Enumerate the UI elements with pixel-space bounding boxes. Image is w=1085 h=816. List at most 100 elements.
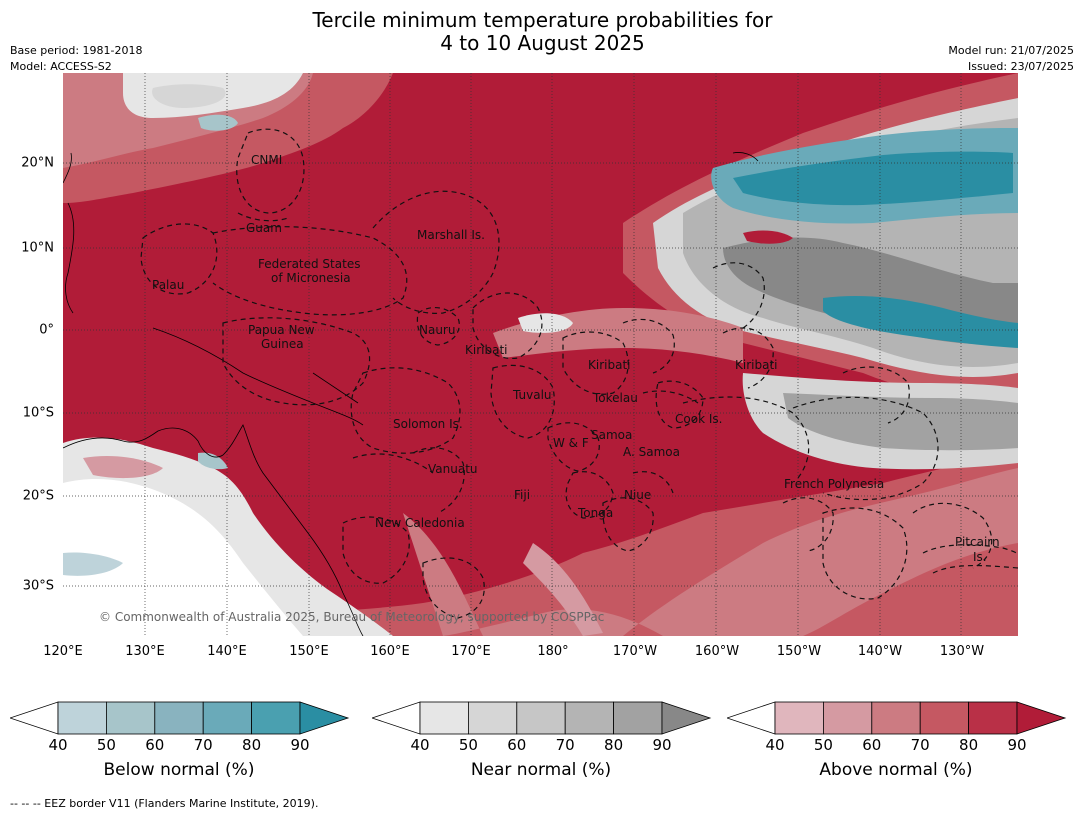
lat-label-10n: 10°N [21, 240, 54, 256]
colorbar-tick-label: 60 [507, 736, 527, 754]
near-normal-se-core [783, 393, 1018, 451]
colorbar-high-extend [661, 701, 712, 735]
colorbar-low-extend [10, 701, 59, 735]
colorbar-tick-label: 60 [862, 736, 882, 754]
label-marshall: Marshall Is. [417, 228, 485, 242]
copyright-text: © Commonwealth of Australia 2025, Bureau… [99, 610, 604, 624]
label-solomon: Solomon Is. [393, 417, 463, 431]
label-kiribati-central: Kiribati [588, 358, 630, 372]
lon-label-120e: 120°E [43, 644, 83, 659]
colorbar-below-normal-label: Below normal (%) [103, 760, 255, 780]
label-tonga: Tonga [577, 506, 613, 520]
near-normal-equator-patch [518, 313, 573, 333]
lon-label-150w: 150°W [776, 644, 822, 659]
graticule [63, 73, 1018, 636]
above-normal-ne-patch [743, 230, 793, 244]
label-vanuatu: Vanuatu [428, 462, 478, 476]
colorbar-segment [419, 701, 469, 735]
label-niue: Niue [624, 488, 651, 502]
lon-label-180: 180° [537, 644, 569, 659]
colorbar-segment [564, 701, 614, 735]
lon-label-170w: 170°W [612, 644, 658, 659]
above-normal-40-patch [523, 543, 603, 636]
lon-label-140e: 140°E [207, 644, 247, 659]
colorbar-tick-label: 40 [765, 736, 785, 754]
label-guam: Guam [246, 221, 282, 235]
below-normal-australia-patch [63, 552, 123, 576]
lon-label-150e: 150°E [289, 644, 329, 659]
colorbar-segment [968, 701, 1018, 735]
colorbar-tick-label: 70 [555, 736, 575, 754]
label-pitcairn-2: Is. [973, 550, 987, 564]
issued-text: Issued: 23/07/2025 [967, 60, 1074, 73]
label-samoa: Samoa [591, 428, 632, 442]
label-palau: Palau [152, 278, 184, 292]
colorbar-tick-label: 50 [458, 736, 478, 754]
below-normal-nw-patch [198, 114, 238, 131]
colorbar-tick-label: 90 [652, 736, 672, 754]
eez-borders [140, 128, 1018, 619]
colorbar-segment [516, 701, 566, 735]
label-tokelau: Tokelau [592, 391, 638, 405]
label-asamoa: A. Samoa [623, 445, 680, 459]
colorbar-segment [919, 701, 969, 735]
lon-label-130e: 130°E [125, 644, 165, 659]
map-title-line1: Tercile minimum temperature probabilitie… [312, 8, 773, 32]
label-pitcairn-1: Pitcairn [955, 535, 1000, 549]
below-normal-gulf-patch [198, 452, 228, 470]
label-cnmi: CNMI [251, 153, 282, 167]
lon-label-160w: 160°W [694, 644, 740, 659]
colorbar-tick-label: 80 [604, 736, 624, 754]
colorbar-segment [57, 701, 107, 735]
label-png-1: Papua New [248, 323, 315, 337]
lat-label-30s: 30°S [22, 578, 54, 594]
model-run-text: Model run: 21/07/2025 [948, 44, 1074, 57]
lat-label-20n: 20°N [21, 155, 54, 171]
base-period-text: Base period: 1981-2018 [10, 44, 143, 57]
colorbar-tick-label: 50 [813, 736, 833, 754]
colorbar-segment [871, 701, 921, 735]
above-normal-north-australia-patch [83, 456, 163, 479]
lon-label-160e: 160°E [370, 644, 410, 659]
colorbar-tick-label: 40 [48, 736, 68, 754]
lon-label-130w: 130°W [939, 644, 985, 659]
label-fiji: Fiji [514, 488, 530, 502]
colorbar-above-normal-label: Above normal (%) [819, 760, 973, 780]
colorbar-segment [613, 701, 663, 735]
colorbar-low-extend [727, 701, 776, 735]
colorbar-high-extend [299, 701, 350, 735]
colorbar-tick-label: 80 [959, 736, 979, 754]
label-new-caledonia: New Caledonia [375, 516, 465, 530]
colorbar-tick-label: 60 [145, 736, 165, 754]
near-normal-nw-core [152, 84, 226, 108]
lon-label-170e: 170°E [451, 644, 491, 659]
lon-label-140w: 140°W [857, 644, 903, 659]
colorbar-segment [154, 701, 204, 735]
colorbar-below-normal [10, 701, 350, 735]
probability-map: CNMI Guam Marshall Is. Federated States … [63, 73, 1018, 636]
colorbar-tick-label: 70 [910, 736, 930, 754]
label-nauru: Nauru [419, 323, 455, 337]
colorbar-tick-label: 90 [1007, 736, 1027, 754]
map-title-line2: 4 to 10 August 2025 [440, 31, 645, 55]
label-tuvalu: Tuvalu [512, 388, 552, 402]
label-fsm-2: of Micronesia [271, 271, 351, 285]
colorbar-segment [468, 701, 518, 735]
model-text: Model: ACCESS-S2 [10, 60, 112, 73]
coastlines [63, 152, 759, 636]
colorbar-tick-label: 50 [96, 736, 116, 754]
label-french-polynesia: French Polynesia [784, 477, 884, 491]
label-kiribati-west: Kiribati [465, 343, 507, 357]
lat-label-10s: 10°S [22, 405, 54, 421]
label-wf: W & F [553, 436, 589, 450]
colorbar-near-normal [372, 701, 712, 735]
colorbar-segment [202, 701, 252, 735]
label-fsm-1: Federated States [258, 257, 360, 271]
colorbar-high-extend [1016, 701, 1067, 735]
colorbar-segment [251, 701, 301, 735]
colorbar-segment [774, 701, 824, 735]
colorbar-above-normal [727, 701, 1067, 735]
colorbar-tick-label: 40 [410, 736, 430, 754]
colorbar-tick-label: 90 [290, 736, 310, 754]
eez-footnote: -- -- -- EEZ border V11 (Flanders Marine… [10, 797, 319, 810]
